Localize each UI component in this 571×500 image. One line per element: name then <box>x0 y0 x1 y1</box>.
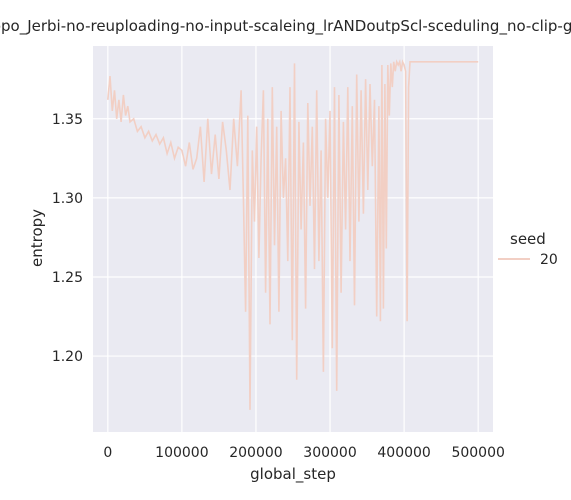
x-grid <box>107 46 479 432</box>
y-tick-label: 1.20 <box>52 349 83 365</box>
y-tick-label: 1.25 <box>52 270 83 286</box>
series-line-20 <box>107 59 479 410</box>
x-tick-label: 0 <box>103 445 112 461</box>
y-tick-label: 1.30 <box>52 191 83 207</box>
chart-title: ppo_Jerbi-no-reuploading-no-input-scalei… <box>0 17 571 36</box>
x-tick-labels: 0 100000 200000 300000 400000 500000 <box>103 445 505 461</box>
legend: seed 20 <box>498 230 558 268</box>
x-tick-label: 200000 <box>229 445 282 461</box>
x-tick-label: 500000 <box>451 445 504 461</box>
y-tick-label: 1.35 <box>52 112 83 128</box>
x-axis-label: global_step <box>250 465 336 484</box>
x-tick-label: 400000 <box>377 445 430 461</box>
y-axis-label: entropy <box>28 209 46 267</box>
legend-title: seed <box>510 230 546 248</box>
x-tick-label: 300000 <box>303 445 356 461</box>
legend-entry-20: 20 <box>540 252 558 268</box>
x-tick-label: 100000 <box>155 445 208 461</box>
y-tick-labels: 1.20 1.25 1.30 1.35 <box>52 112 83 365</box>
